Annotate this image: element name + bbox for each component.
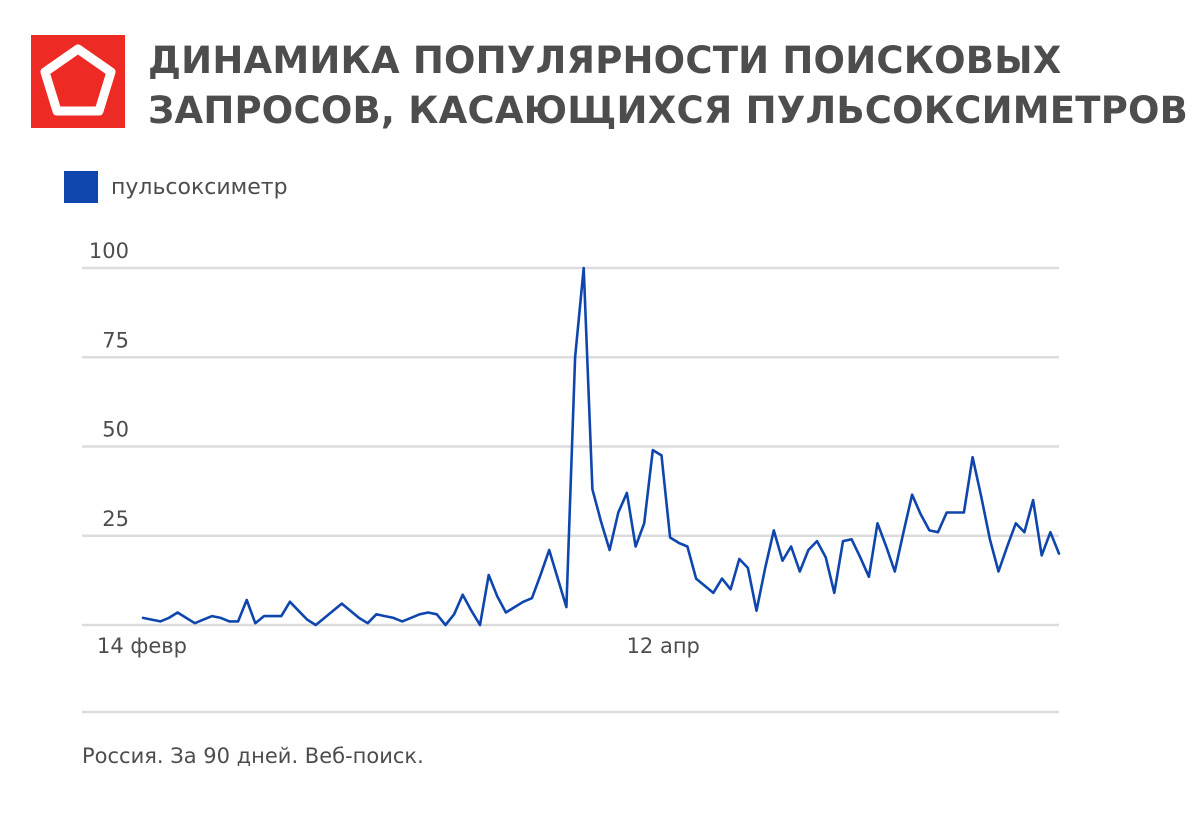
chart-footnote: Россия. За 90 дней. Веб-поиск. [82, 744, 424, 768]
legend-label: пульсоксиметр [111, 174, 288, 200]
y-tick-label-25: 25 [102, 507, 129, 531]
title-line-2: ЗАПРОСОВ, КАСАЮЩИХСЯ ПУЛЬСОКСИМЕТРОВ [148, 89, 1189, 132]
chart-legend: пульсоксиметр [64, 171, 288, 203]
page-title: ДИНАМИКА ПОПУЛЯРНОСТИ ПОИСКОВЫХ ЗАПРОСОВ… [148, 36, 1188, 136]
logo-pentagon-icon [31, 35, 125, 128]
y-tick-label-75: 75 [102, 328, 129, 352]
series-line-pulsoximeter [141, 266, 1061, 627]
title-line-1: ДИНАМИКА ПОПУЛЯРНОСТИ ПОИСКОВЫХ [148, 39, 1062, 82]
y-tick-label-100: 100 [89, 239, 129, 263]
x-tick-label-0: 14 февр [97, 634, 187, 658]
y-tick-label-50: 50 [102, 418, 129, 442]
logo-pentagon [40, 44, 116, 116]
legend-swatch [64, 171, 98, 203]
x-tick-label-1: 12 апр [627, 634, 700, 658]
